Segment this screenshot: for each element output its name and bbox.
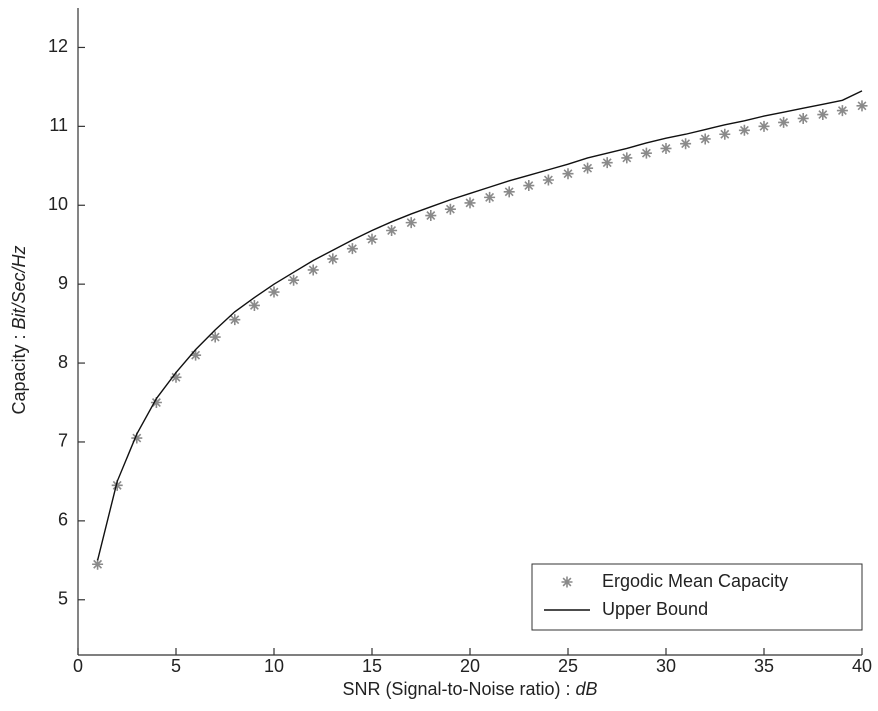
data-point bbox=[209, 331, 221, 343]
data-point bbox=[190, 349, 202, 361]
data-point bbox=[699, 133, 711, 145]
data-point bbox=[170, 371, 182, 383]
data-point bbox=[601, 157, 613, 169]
data-point bbox=[327, 253, 339, 265]
data-point bbox=[660, 142, 672, 154]
legend-label: Ergodic Mean Capacity bbox=[602, 571, 788, 591]
data-point bbox=[464, 197, 476, 209]
data-point bbox=[836, 105, 848, 117]
data-point bbox=[366, 233, 378, 245]
y-axis-label: Capacity : Bit/Sec/Hz bbox=[9, 245, 29, 414]
data-point bbox=[386, 225, 398, 237]
data-point bbox=[288, 274, 300, 286]
data-point bbox=[268, 286, 280, 298]
data-line bbox=[96, 90, 863, 561]
x-tick-label: 30 bbox=[656, 656, 676, 676]
data-point bbox=[758, 120, 770, 132]
data-point bbox=[542, 174, 554, 186]
data-point bbox=[778, 116, 790, 128]
x-tick-label: 15 bbox=[362, 656, 382, 676]
x-tick-label: 10 bbox=[264, 656, 284, 676]
x-tick-label: 40 bbox=[852, 656, 872, 676]
y-label-text: Capacity : bbox=[9, 335, 29, 415]
data-point bbox=[503, 186, 515, 198]
legend-marker bbox=[561, 576, 573, 588]
y-tick-label: 6 bbox=[58, 510, 68, 530]
x-tick-label: 5 bbox=[171, 656, 181, 676]
data-point bbox=[738, 124, 750, 136]
data-point bbox=[248, 299, 260, 311]
data-point bbox=[405, 217, 417, 229]
data-point bbox=[484, 191, 496, 203]
data-point bbox=[111, 479, 123, 491]
legend-label: Upper Bound bbox=[602, 599, 708, 619]
data-point bbox=[425, 210, 437, 222]
y-tick-label: 8 bbox=[58, 352, 68, 372]
legend-box bbox=[531, 563, 863, 631]
y-tick-label: 12 bbox=[48, 36, 68, 56]
data-point bbox=[797, 112, 809, 124]
data-point bbox=[150, 397, 162, 409]
x-tick-label: 20 bbox=[460, 656, 480, 676]
data-point bbox=[307, 264, 319, 276]
x-tick-label: 35 bbox=[754, 656, 774, 676]
data-point bbox=[523, 180, 535, 192]
x-label-unit: dB bbox=[576, 679, 598, 699]
x-tick-label: 0 bbox=[73, 656, 83, 676]
y-tick-label: 7 bbox=[58, 431, 68, 451]
y-tick-label: 11 bbox=[49, 115, 68, 135]
data-point bbox=[719, 128, 731, 140]
y-tick-label: 5 bbox=[58, 589, 68, 609]
data-point bbox=[621, 152, 633, 164]
data-point bbox=[346, 243, 358, 255]
data-point bbox=[640, 147, 652, 159]
data-point bbox=[817, 109, 829, 121]
data-point bbox=[562, 168, 574, 180]
y-tick-label: 10 bbox=[48, 194, 68, 214]
x-tick-label: 25 bbox=[558, 656, 578, 676]
y-tick-label: 9 bbox=[58, 273, 68, 293]
data-point bbox=[92, 558, 104, 570]
data-point bbox=[680, 138, 692, 150]
data-point bbox=[582, 162, 594, 174]
data-point bbox=[444, 203, 456, 215]
data-point bbox=[229, 314, 241, 326]
x-label-text: SNR (Signal-to-Noise ratio) : bbox=[342, 679, 570, 699]
x-axis-label: SNR (Signal-to-Noise ratio) : dB bbox=[342, 679, 597, 699]
data-point bbox=[131, 432, 143, 444]
data-point bbox=[856, 100, 868, 112]
y-label-unit: Bit/Sec/Hz bbox=[9, 245, 29, 329]
